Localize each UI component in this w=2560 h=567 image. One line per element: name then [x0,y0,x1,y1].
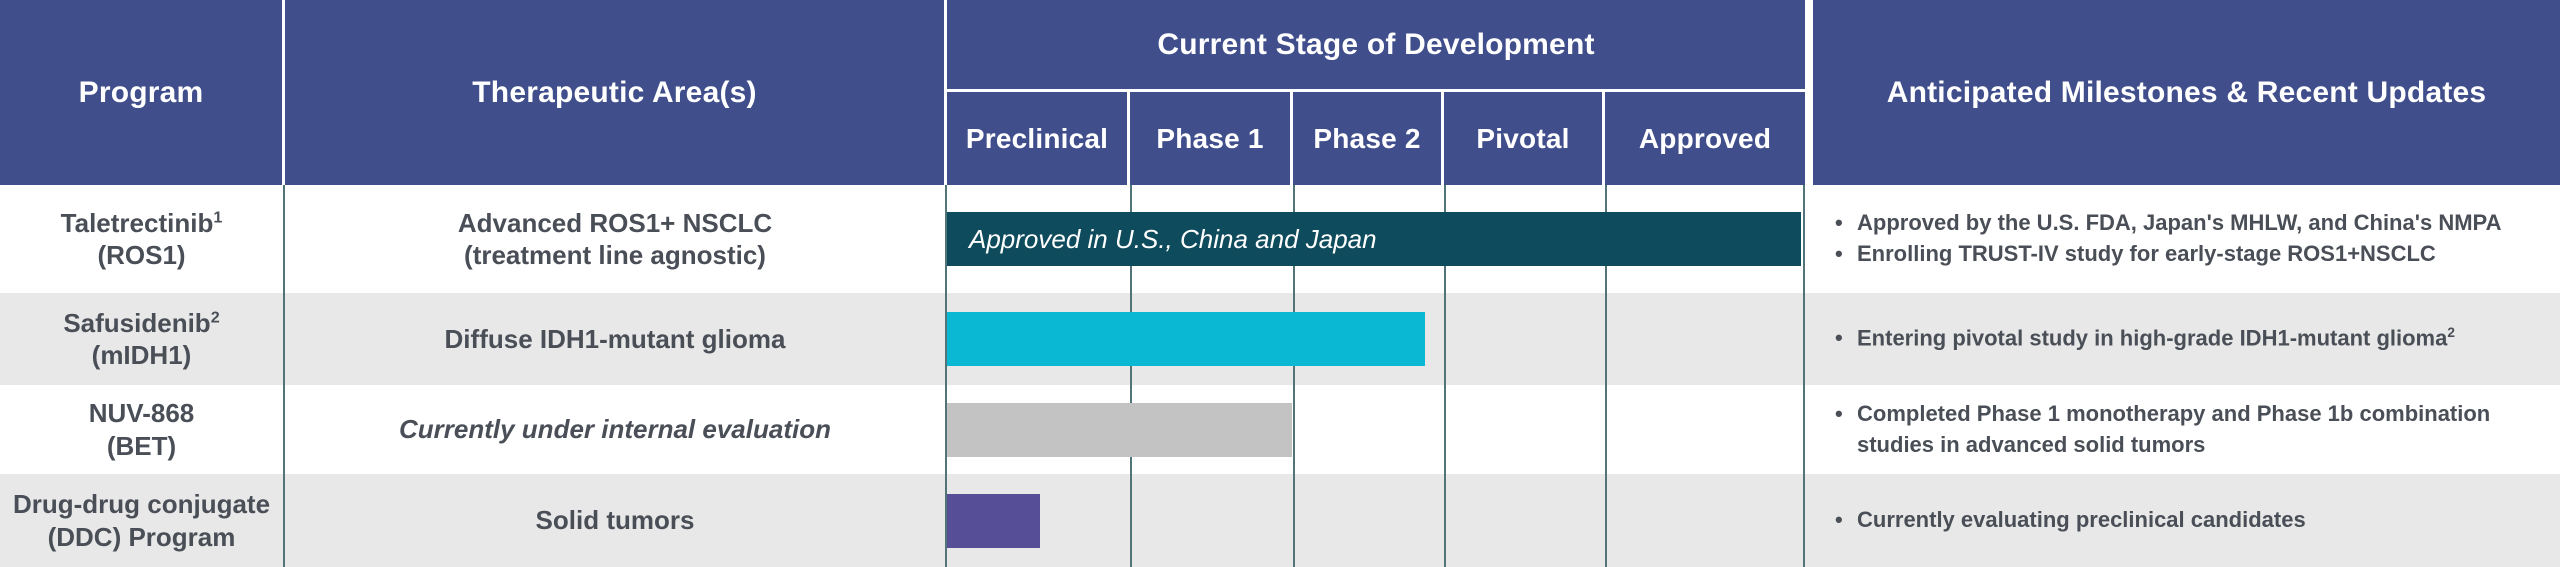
stage-lane-safusidenib [947,293,1805,385]
stage-lane-nuv-868 [947,385,1805,474]
stage-bar-label: Approved in U.S., China and Japan [969,223,1377,254]
stage-gridline [1293,474,1295,567]
stage-gridline [1605,293,1607,385]
program-name: Safusidenib2 [63,307,220,338]
footnote-mark: 1 [213,207,223,226]
header-stage-approved: Approved [1605,92,1805,185]
milestone-item: Currently evaluating preclinical candida… [1833,505,2306,536]
milestone-list: Approved by the U.S. FDA, Japan's MHLW, … [1833,208,2501,270]
therapeutic-cell-nuv-868: Currently under internal evaluation [285,385,947,474]
footnote-mark: 2 [2447,325,2455,341]
therapeutic-area: Currently under internal evaluation [399,414,831,445]
stage-bar-approved: Approved in U.S., China and Japan [947,212,1801,266]
therapeutic-area: Diffuse IDH1-mutant glioma [444,323,786,354]
stage-lane-ddc [947,474,1805,567]
milestone-item: Entering pivotal study in high-grade IDH… [1833,323,2455,354]
header-stage-preclinical: Preclinical [947,92,1130,185]
header-stage-group: Current Stage of Development [947,0,1805,92]
stage-lane-taletrectinib: Approved in U.S., China and Japan [947,185,1805,293]
program-name: NUV-868 [88,398,195,428]
therapeutic-cell-taletrectinib: Advanced ROS1+ NSCLC (treatment line agn… [285,185,947,293]
header-gap-divider [1805,0,1813,185]
program-cell-safusidenib: Safusidenib2 (mIDH1) [0,293,285,385]
stage-bar-phase-2 [947,312,1425,366]
program-target: (DDC) Program [47,521,236,552]
footnote-mark: 2 [210,307,220,326]
stage-gridline [1605,474,1607,567]
stage-gridline [1130,474,1132,567]
program-name: Drug-drug conjugate [12,489,271,519]
milestone-list: Currently evaluating preclinical candida… [1833,505,2306,536]
milestones-cell-ddc: Currently evaluating preclinical candida… [1805,474,2560,567]
milestones-cell-nuv-868: Completed Phase 1 monotherapy and Phase … [1805,385,2560,474]
milestone-item: Enrolling TRUST-IV study for early-stage… [1833,239,2501,270]
milestone-list: Completed Phase 1 monotherapy and Phase … [1833,399,2552,461]
program-cell-taletrectinib: Taletrectinib1 (ROS1) [0,185,285,293]
program-target: (BET) [106,430,177,461]
stage-gridline [1444,293,1446,385]
therapeutic-area: Advanced ROS1+ NSCLC [457,207,773,238]
milestone-list: Entering pivotal study in high-grade IDH… [1833,323,2455,354]
stage-gridline [1293,385,1295,474]
therapeutic-cell-safusidenib: Diffuse IDH1-mutant glioma [285,293,947,385]
stage-bar-preclinical [947,493,1040,548]
milestone-item: Approved by the U.S. FDA, Japan's MHLW, … [1833,208,2501,239]
header-stage-pivotal: Pivotal [1444,92,1605,185]
stage-gridline [1605,385,1607,474]
therapeutic-cell-ddc: Solid tumors [285,474,947,567]
milestones-cell-taletrectinib: Approved by the U.S. FDA, Japan's MHLW, … [1805,185,2560,293]
therapeutic-area: Solid tumors [535,505,695,536]
therapeutic-area-line2: (treatment line agnostic) [464,240,766,270]
program-target: (ROS1) [97,240,186,270]
milestone-item: Completed Phase 1 monotherapy and Phase … [1833,399,2552,461]
stage-bar-phase-1 [947,402,1292,457]
stage-gridline [1444,474,1446,567]
header-milestones: Anticipated Milestones & Recent Updates [1813,0,2560,185]
stage-gridline [1444,385,1446,474]
header-stage-phase-1: Phase 1 [1130,92,1293,185]
milestones-cell-safusidenib: Entering pivotal study in high-grade IDH… [1805,293,2560,385]
program-target: (mIDH1) [91,340,192,370]
header-therapeutic-areas: Therapeutic Area(s) [285,0,947,185]
program-cell-ddc: Drug-drug conjugate (DDC) Program [0,474,285,567]
program-name: Taletrectinib1 [60,207,223,238]
header-stage-phase-2: Phase 2 [1293,92,1444,185]
header-program: Program [0,0,285,185]
program-cell-nuv-868: NUV-868 (BET) [0,385,285,474]
